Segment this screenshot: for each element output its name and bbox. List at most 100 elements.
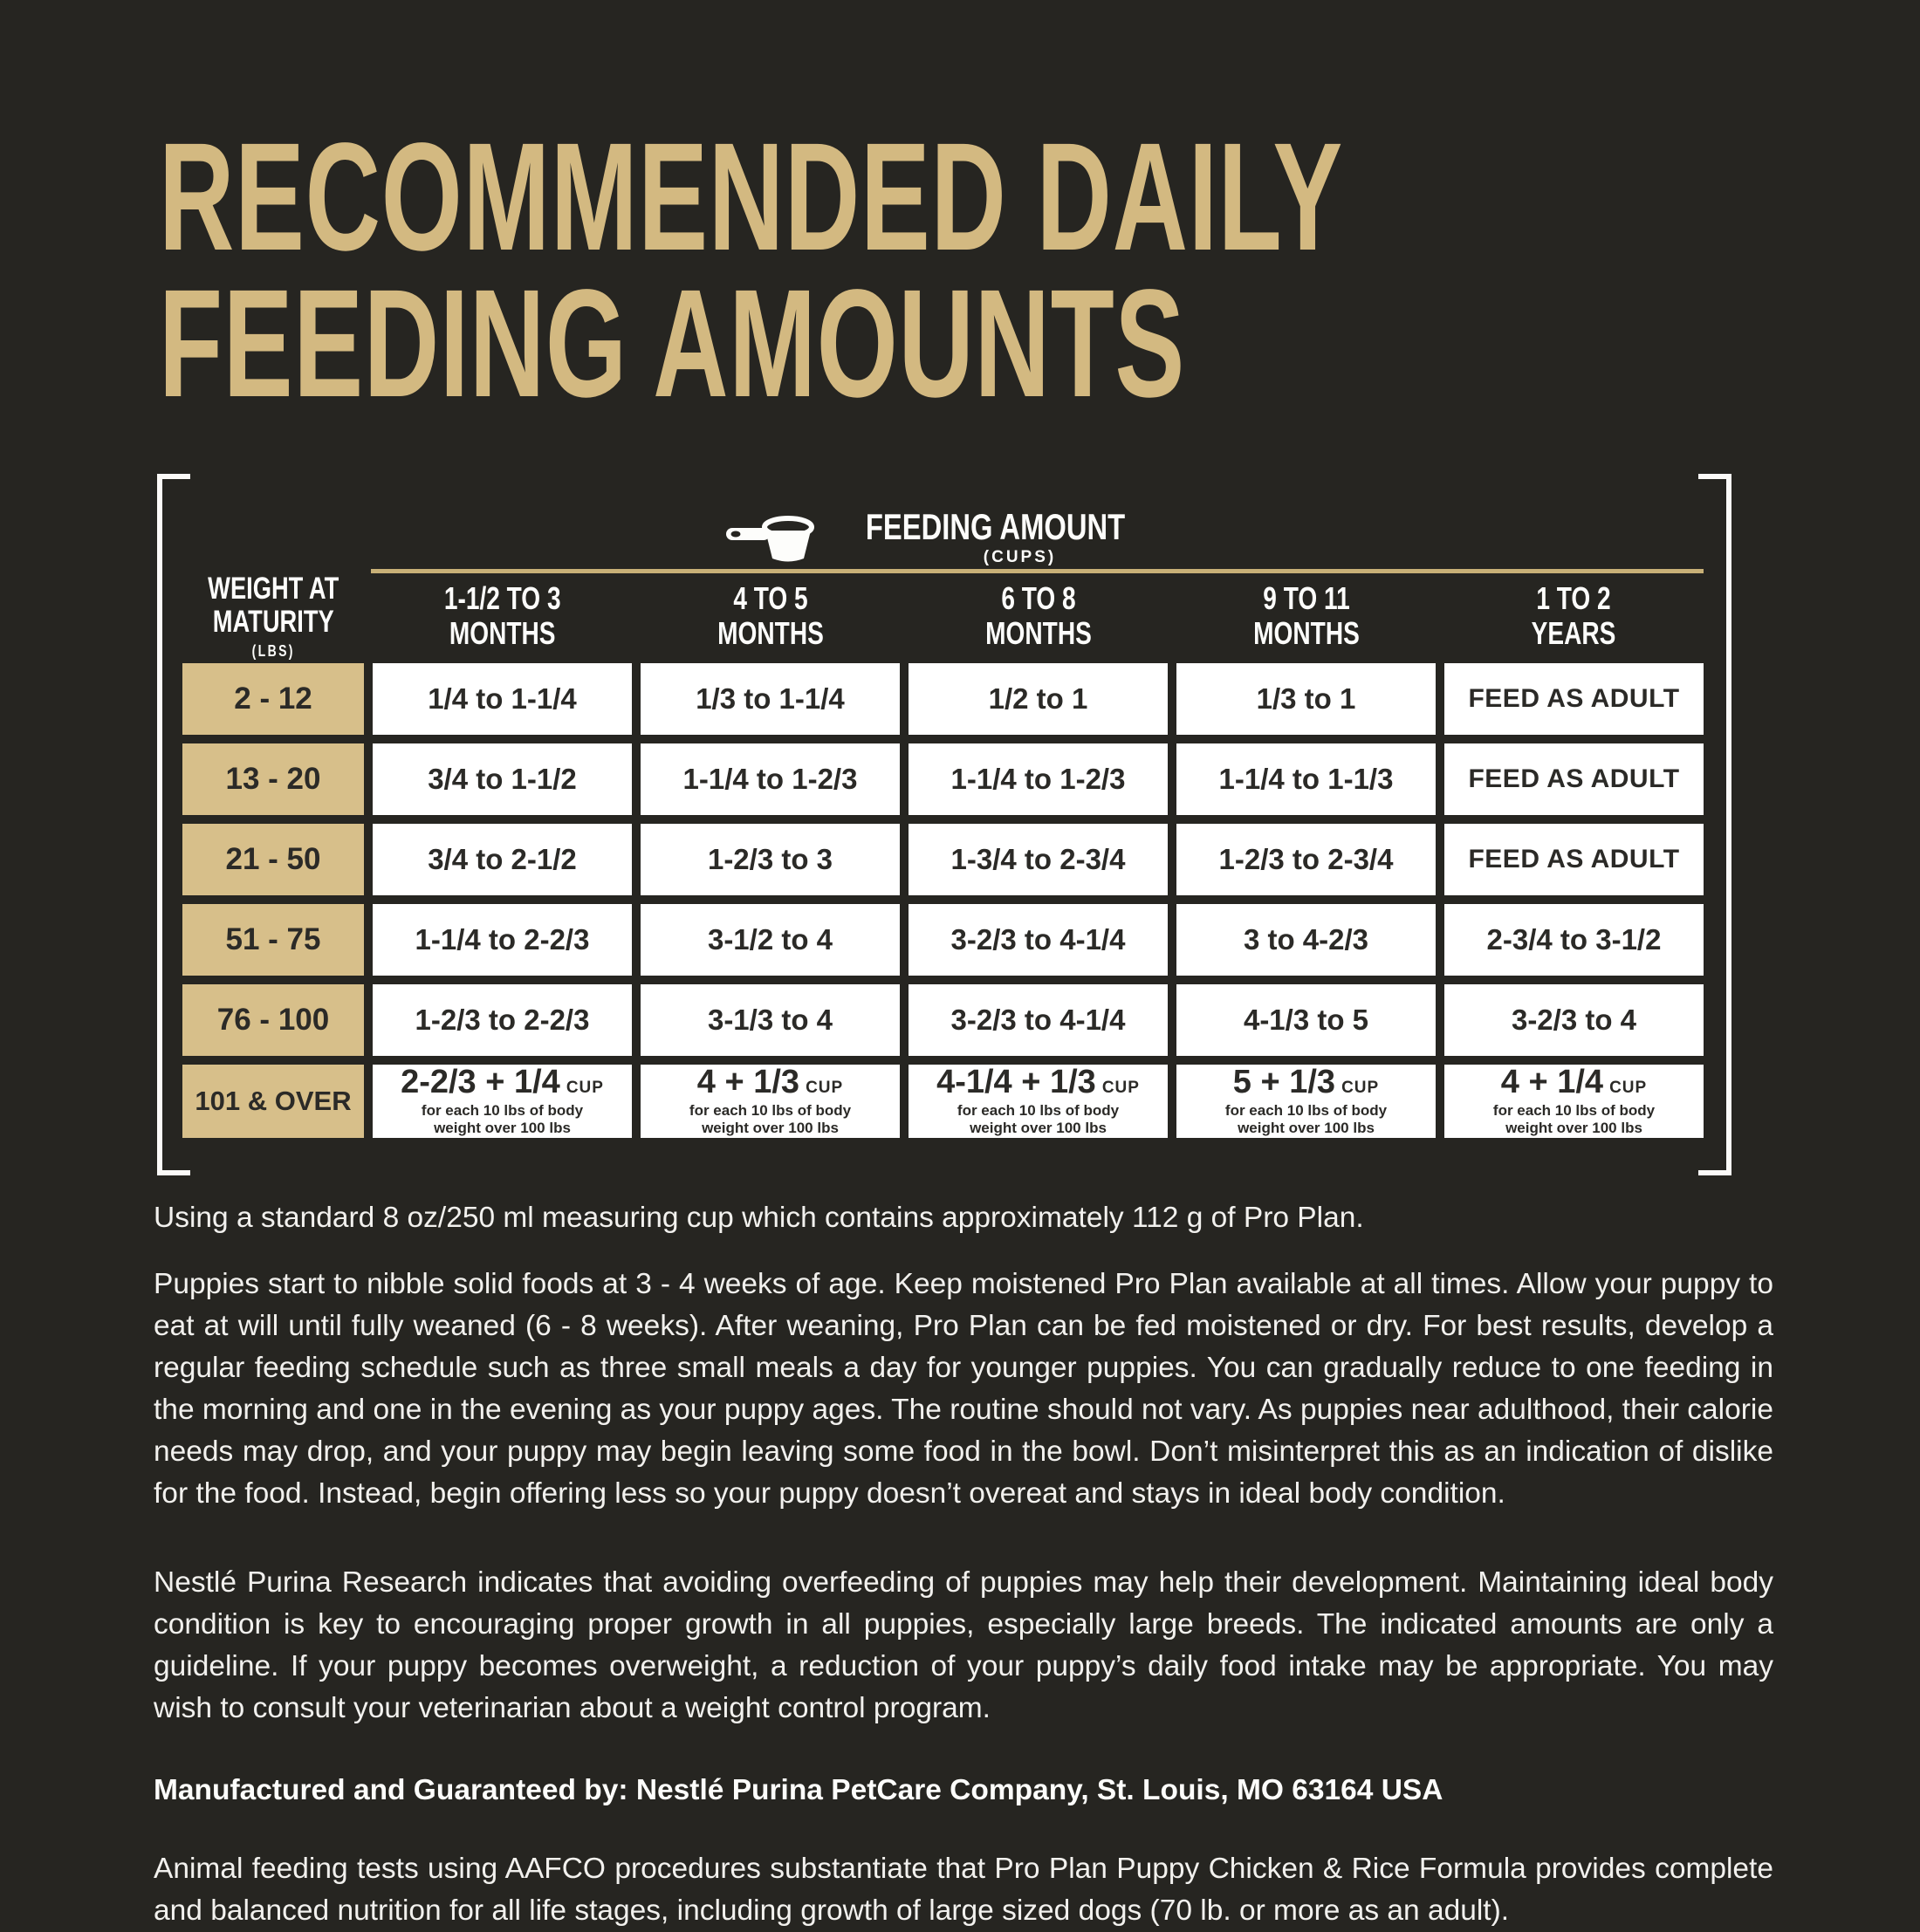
value-cell: 1-3/4 to 2-3/4 <box>909 824 1168 895</box>
value-cell: 1/2 to 1 <box>909 663 1168 735</box>
amount-value: 4-1/4 + 1/3 <box>936 1064 1096 1100</box>
value-cell-over-100: 2-2/3 + 1/4 CUP for each 10 lbs of body … <box>373 1065 632 1138</box>
column-header-range: 1 TO 2 <box>1536 580 1612 616</box>
weight-at-maturity-header: WEIGHT AT MATURITY (LBS) <box>182 572 364 660</box>
amount-note: for each 10 lbs of body weight over 100 … <box>957 1102 1119 1137</box>
value-cell: 3-2/3 to 4 <box>1444 984 1704 1056</box>
amount-note-line2: weight over 100 lbs <box>1238 1120 1375 1136</box>
value-cell: 3-1/3 to 4 <box>641 984 900 1056</box>
value-cell: 1-2/3 to 3 <box>641 824 900 895</box>
table-frame-right-bracket <box>1698 474 1731 1175</box>
amount-note-line2: weight over 100 lbs <box>702 1120 839 1136</box>
amount-note-line1: for each 10 lbs of body <box>957 1102 1120 1119</box>
column-header-text: 9 TO 11 MONTHS <box>1253 581 1360 651</box>
table-gold-rule <box>371 569 1704 573</box>
column-header-unit: MONTHS <box>984 615 1092 651</box>
column-header-unit: MONTHS <box>717 615 824 651</box>
table-frame-left-bracket <box>157 474 190 1175</box>
value-cell-over-100: 4 + 1/3 CUP for each 10 lbs of body weig… <box>641 1065 900 1138</box>
feeding-amount-header: FEEDING AMOUNT (CUPS) <box>182 508 1704 567</box>
body-copy: Using a standard 8 oz/250 ml measuring c… <box>154 1197 1773 1932</box>
amount-note-line1: for each 10 lbs of body <box>421 1102 584 1119</box>
value-cell: 1-1/4 to 2-2/3 <box>373 904 632 976</box>
feeding-amount-unit: (CUPS) <box>983 548 1057 566</box>
column-header-text: 1 TO 2 YEARS <box>1532 581 1616 651</box>
weight-header-unit: (LBS) <box>251 641 295 660</box>
value-cell: 2-3/4 to 3-1/2 <box>1444 904 1704 976</box>
value-cell: FEED AS ADULT <box>1444 824 1704 895</box>
amount-value: 4 + 1/4 <box>1500 1064 1604 1100</box>
column-header-text: 1-1/2 TO 3 MONTHS <box>444 581 561 651</box>
amount-row: 2-2/3 + 1/4 CUP <box>401 1065 604 1099</box>
weight-header-line2: MATURITY <box>212 604 334 639</box>
value-cell: 3/4 to 2-1/2 <box>373 824 632 895</box>
value-cell: 3-2/3 to 4-1/4 <box>909 984 1168 1056</box>
column-header-range: 9 TO 11 <box>1262 580 1350 616</box>
value-cell: 1-2/3 to 2-2/3 <box>373 984 632 1056</box>
feeding-table: WEIGHT AT MATURITY (LBS) 1-1/2 TO 3 MONT… <box>182 572 1704 1138</box>
amount-unit: CUP <box>1101 1079 1140 1097</box>
column-header-unit: YEARS <box>1532 615 1616 651</box>
amount-note: for each 10 lbs of body weight over 100 … <box>1225 1102 1387 1137</box>
feeding-guidance-paragraph: Puppies start to nibble solid foods at 3… <box>154 1268 1773 1510</box>
amount-row: 4-1/4 + 1/3 CUP <box>936 1065 1140 1099</box>
column-header-4-to-5-months: 4 TO 5 MONTHS <box>641 578 900 654</box>
column-header-1-to-2-years: 1 TO 2 YEARS <box>1444 578 1704 654</box>
amount-value: 5 + 1/3 <box>1232 1064 1336 1100</box>
value-cell: 3/4 to 1-1/2 <box>373 743 632 815</box>
weight-header-text: WEIGHT AT MATURITY (LBS) <box>208 572 339 661</box>
column-header-range: 1-1/2 TO 3 <box>443 580 561 616</box>
measuring-cup-paragraph: Using a standard 8 oz/250 ml measuring c… <box>154 1202 1364 1234</box>
column-header-range: 6 TO 8 <box>1000 580 1076 616</box>
column-header-1-half-to-3-months: 1-1/2 TO 3 MONTHS <box>373 578 632 654</box>
value-cell: 1-1/4 to 1-2/3 <box>641 743 900 815</box>
value-cell: 1-1/4 to 1-2/3 <box>909 743 1168 815</box>
amount-value: 4 + 1/3 <box>696 1064 800 1100</box>
column-header-text: 6 TO 8 MONTHS <box>985 581 1092 651</box>
weight-header-line1: WEIGHT AT <box>207 571 339 606</box>
amount-note-line2: weight over 100 lbs <box>970 1120 1107 1136</box>
feeding-amount-text: FEEDING AMOUNT (CUPS) <box>829 508 1162 567</box>
amount-row: 4 + 1/3 CUP <box>697 1065 843 1099</box>
amount-note-line2: weight over 100 lbs <box>1505 1120 1642 1136</box>
weight-cell: 13 - 20 <box>182 743 364 815</box>
page-title: RECOMMENDED DAILY FEEDING AMOUNTS <box>159 112 1901 429</box>
amount-unit: CUP <box>566 1079 604 1097</box>
value-cell-over-100: 4 + 1/4 CUP for each 10 lbs of body weig… <box>1444 1065 1704 1138</box>
weight-cell: 76 - 100 <box>182 984 364 1056</box>
page-title-line1: RECOMMENDED DAILY <box>159 112 1343 283</box>
column-header-range: 4 TO 5 <box>732 580 808 616</box>
amount-row: 5 + 1/3 CUP <box>1233 1065 1379 1099</box>
amount-note: for each 10 lbs of body weight over 100 … <box>422 1102 583 1137</box>
column-header-unit: MONTHS <box>449 615 556 651</box>
amount-note-line2: weight over 100 lbs <box>434 1120 571 1136</box>
amount-note-line1: for each 10 lbs of body <box>1224 1102 1388 1119</box>
amount-unit: CUP <box>1609 1079 1648 1097</box>
column-header-9-to-11-months: 9 TO 11 MONTHS <box>1176 578 1436 654</box>
value-cell: FEED AS ADULT <box>1444 663 1704 735</box>
value-cell: FEED AS ADULT <box>1444 743 1704 815</box>
weight-cell: 51 - 75 <box>182 904 364 976</box>
weight-cell: 101 & OVER <box>182 1065 364 1138</box>
amount-value: 2-2/3 + 1/4 <box>401 1064 560 1100</box>
value-cell: 3-2/3 to 4-1/4 <box>909 904 1168 976</box>
value-cell: 1/3 to 1-1/4 <box>641 663 900 735</box>
weight-cell: 21 - 50 <box>182 824 364 895</box>
feeding-amount-label: FEEDING AMOUNT <box>865 506 1126 547</box>
value-cell: 1-1/4 to 1-1/3 <box>1176 743 1436 815</box>
value-cell: 4-1/3 to 5 <box>1176 984 1436 1056</box>
amount-note: for each 10 lbs of body weight over 100 … <box>689 1102 851 1137</box>
amount-note-line1: for each 10 lbs of body <box>689 1102 852 1119</box>
value-cell: 1-2/3 to 2-3/4 <box>1176 824 1436 895</box>
column-header-6-to-8-months: 6 TO 8 MONTHS <box>909 578 1168 654</box>
value-cell-over-100: 4-1/4 + 1/3 CUP for each 10 lbs of body … <box>909 1065 1168 1138</box>
research-paragraph: Nestlé Purina Research indicates that av… <box>154 1566 1773 1724</box>
column-header-unit: MONTHS <box>1252 615 1360 651</box>
value-cell: 3-1/2 to 4 <box>641 904 900 976</box>
amount-note-line1: for each 10 lbs of body <box>1492 1102 1656 1119</box>
column-header-text: 4 TO 5 MONTHS <box>717 581 824 651</box>
page-title-line2: FEEDING AMOUNTS <box>159 258 1185 429</box>
value-cell: 3 to 4-2/3 <box>1176 904 1436 976</box>
measuring-cup-icon <box>725 516 814 562</box>
